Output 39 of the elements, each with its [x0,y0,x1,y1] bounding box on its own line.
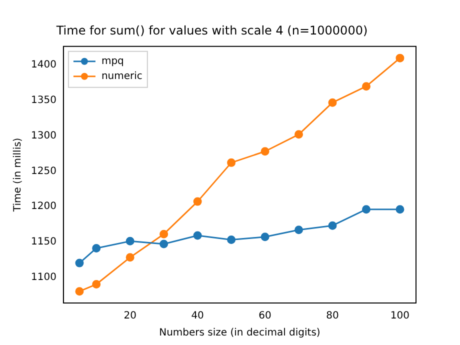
point [328,221,337,230]
point [227,158,236,167]
point [396,54,404,62]
x-tick-label: 100 [390,310,410,322]
point [160,240,168,248]
point [294,130,304,139]
legend-label: numeric [101,70,142,82]
y-tick-label: 1200 [30,201,56,212]
y-tick-label: 1100 [30,272,56,283]
point [92,244,101,252]
point [75,258,84,268]
point [260,232,270,242]
y-axis-title: Time (in millis) [12,138,24,213]
point [227,235,236,244]
point [193,197,202,206]
point [126,253,134,262]
x-axis-title: Numbers size (in decimal digits) [159,328,320,339]
point [193,231,202,240]
point [126,236,134,246]
y-tick-label: 1250 [30,166,56,177]
chart-title: Time for sum() for values with scale 4 (n=1000000) [55,23,368,38]
x-tick-label: 80 [326,310,339,322]
x-tick-label: 60 [258,310,272,322]
point [396,205,404,214]
y-tick-label: 1150 [30,236,56,248]
x-tick-label: 20 [124,310,136,322]
y-tick-label: 1400 [30,60,56,71]
point [160,230,168,238]
x-tick-label: 40 [191,310,204,322]
legend-label: mpq [101,56,124,67]
point [260,147,270,156]
y-tick-label: 1300 [30,130,56,142]
point [75,287,84,296]
y-tick-label: 1350 [30,95,56,106]
point [328,98,337,107]
point [92,280,101,289]
point [362,82,370,91]
point [294,226,304,234]
point [362,205,370,214]
